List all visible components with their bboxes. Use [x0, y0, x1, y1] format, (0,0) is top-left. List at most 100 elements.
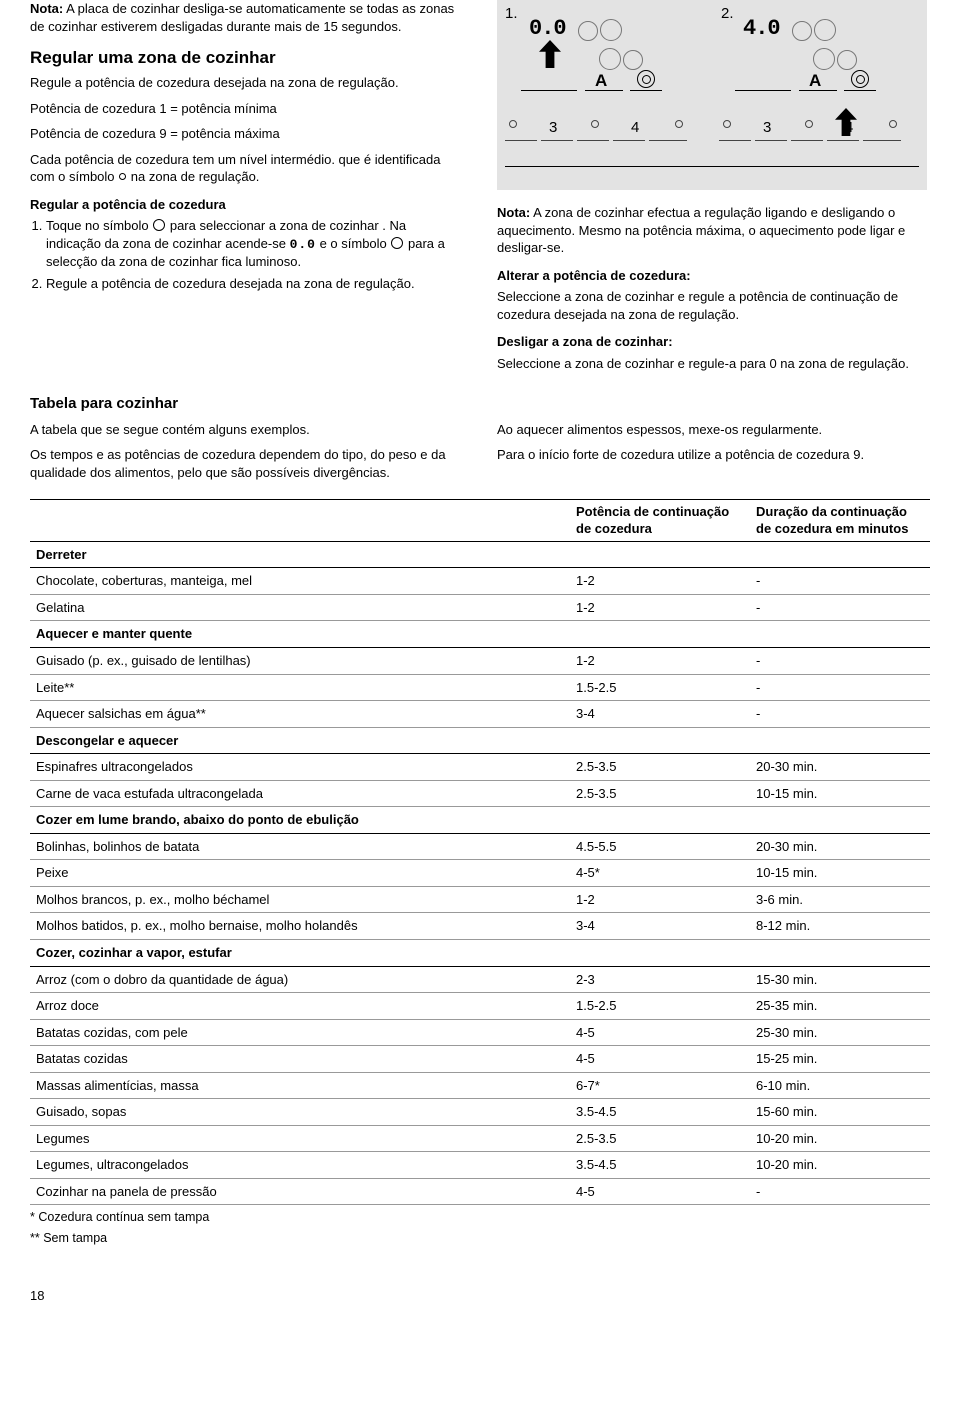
- item-cell: Cozinhar na panela de pressão: [30, 1178, 570, 1205]
- page-number: 18: [30, 1287, 930, 1305]
- power-cell: 3-4: [570, 913, 750, 940]
- duration-cell: 10-15 min.: [750, 780, 930, 807]
- p-regule: Regule a potência de cozedura desejada n…: [30, 74, 463, 92]
- table-row: Molhos batidos, p. ex., molho bernaise, …: [30, 913, 930, 940]
- target-icon: [851, 70, 869, 88]
- h-desligar: Desligar a zona de cozinhar:: [497, 333, 930, 351]
- section-cell: Cozer, cozinhar a vapor, estufar: [30, 939, 930, 966]
- steps-list: Toque no símbolo para seleccionar a zona…: [30, 217, 463, 292]
- power-cell: 2-3: [570, 966, 750, 993]
- power-cell: 1.5-2.5: [570, 674, 750, 701]
- duration-cell: 25-30 min.: [750, 1019, 930, 1046]
- note-text: A placa de cozinhar desliga-se automatic…: [30, 1, 454, 34]
- duration-cell: 3-6 min.: [750, 886, 930, 913]
- item-cell: Espinafres ultracongelados: [30, 754, 570, 781]
- step-2: Regule a potência de cozedura desejada n…: [46, 275, 463, 293]
- table-row: Guisado, sopas3.5-4.515-60 min.: [30, 1099, 930, 1126]
- power-cell: 4.5-5.5: [570, 833, 750, 860]
- power-cell: 4-5: [570, 1019, 750, 1046]
- item-cell: Guisado, sopas: [30, 1099, 570, 1126]
- p-min: Potência de cozedura 1 = potência mínima: [30, 100, 463, 118]
- duration-cell: 10-20 min.: [750, 1152, 930, 1179]
- power-cell: 2.5-3.5: [570, 780, 750, 807]
- item-cell: Leite**: [30, 674, 570, 701]
- table-row: Cozer, cozinhar a vapor, estufar: [30, 939, 930, 966]
- table-row: Cozinhar na panela de pressão4-5-: [30, 1178, 930, 1205]
- power-cell: 3.5-4.5: [570, 1099, 750, 1126]
- power-cell: 1-2: [570, 594, 750, 621]
- table-row: Cozer em lume brando, abaixo do ponto de…: [30, 807, 930, 834]
- duration-cell: 20-30 min.: [750, 833, 930, 860]
- power-cell: 2.5-3.5: [570, 754, 750, 781]
- table-row: Bolinhas, bolinhos de batata4.5-5.520-30…: [30, 833, 930, 860]
- section-cell: Cozer em lume brando, abaixo do ponto de…: [30, 807, 930, 834]
- item-cell: Aquecer salsichas em água**: [30, 701, 570, 728]
- duration-cell: 20-30 min.: [750, 754, 930, 781]
- item-cell: Molhos brancos, p. ex., molho béchamel: [30, 886, 570, 913]
- p-alterar: Seleccione a zona de cozinhar e regule a…: [497, 288, 930, 323]
- table-row: Espinafres ultracongelados2.5-3.520-30 m…: [30, 754, 930, 781]
- ring-icon: [391, 237, 403, 249]
- duration-cell: 25-35 min.: [750, 993, 930, 1020]
- table-row: Gelatina1-2-: [30, 594, 930, 621]
- power-cell: 6-7*: [570, 1072, 750, 1099]
- seg-00: 0.0: [290, 237, 316, 252]
- item-cell: Legumes, ultracongelados: [30, 1152, 570, 1179]
- display-1: 0.0: [529, 14, 566, 44]
- item-cell: Guisado (p. ex., guisado de lentilhas): [30, 647, 570, 674]
- power-cell: 4-5: [570, 1046, 750, 1073]
- power-cell: 4-5*: [570, 860, 750, 887]
- table-row: Carne de vaca estufada ultracongelada2.5…: [30, 780, 930, 807]
- cooking-table: Potência de continuação de cozedura Dura…: [30, 499, 930, 1205]
- table-row: Chocolate, coberturas, manteiga, mel1-2-: [30, 568, 930, 595]
- table-row: Derreter: [30, 541, 930, 568]
- table-row: Aquecer e manter quente: [30, 621, 930, 648]
- power-cell: 1-2: [570, 568, 750, 595]
- duration-cell: -: [750, 1178, 930, 1205]
- arrow-up-icon: [835, 108, 857, 136]
- duration-cell: 15-25 min.: [750, 1046, 930, 1073]
- target-icon: [637, 70, 655, 88]
- item-cell: Chocolate, coberturas, manteiga, mel: [30, 568, 570, 595]
- footnote-1: * Cozedura contínua sem tampa: [30, 1209, 930, 1226]
- item-cell: Arroz doce: [30, 993, 570, 1020]
- item-cell: Bolinhas, bolinhos de batata: [30, 833, 570, 860]
- item-cell: Peixe: [30, 860, 570, 887]
- tabela-l1: A tabela que se segue contém alguns exem…: [30, 421, 463, 439]
- table-row: Batatas cozidas, com pele4-525-30 min.: [30, 1019, 930, 1046]
- th-dur: Duração da continuação de cozedura em mi…: [750, 500, 930, 542]
- duration-cell: -: [750, 594, 930, 621]
- power-cell: 1-2: [570, 647, 750, 674]
- p-desligar: Seleccione a zona de cozinhar e regule-a…: [497, 355, 930, 373]
- h-alterar: Alterar a potência de cozedura:: [497, 267, 930, 285]
- table-row: Batatas cozidas4-515-25 min.: [30, 1046, 930, 1073]
- table-row: Aquecer salsichas em água**3-4-: [30, 701, 930, 728]
- duration-cell: -: [750, 674, 930, 701]
- right-note: Nota: A zona de cozinhar efectua a regul…: [497, 204, 930, 257]
- power-cell: 1-2: [570, 886, 750, 913]
- table-row: Leite**1.5-2.5-: [30, 674, 930, 701]
- duration-cell: 8-12 min.: [750, 913, 930, 940]
- duration-cell: 10-20 min.: [750, 1125, 930, 1152]
- duration-cell: 6-10 min.: [750, 1072, 930, 1099]
- table-row: Guisado (p. ex., guisado de lentilhas)1-…: [30, 647, 930, 674]
- table-row: Massas alimentícias, massa6-7*6-10 min.: [30, 1072, 930, 1099]
- item-cell: Gelatina: [30, 594, 570, 621]
- table-row: Legumes, ultracongelados3.5-4.510-20 min…: [30, 1152, 930, 1179]
- p-max: Potência de cozedura 9 = potência máxima: [30, 125, 463, 143]
- table-row: Peixe4-5*10-15 min.: [30, 860, 930, 887]
- th-pot: Potência de continuação de cozedura: [570, 500, 750, 542]
- step-1: Toque no símbolo para seleccionar a zona…: [46, 217, 463, 271]
- table-row: Arroz (com o dobro da quantidade de água…: [30, 966, 930, 993]
- duration-cell: -: [750, 568, 930, 595]
- slider-row: 3 4 3 4: [497, 118, 927, 150]
- item-cell: Massas alimentícias, massa: [30, 1072, 570, 1099]
- section-cell: Derreter: [30, 541, 930, 568]
- tabela-l2: Os tempos e as potências de cozedura dep…: [30, 446, 463, 481]
- intro-note: Nota: A placa de cozinhar desliga-se aut…: [30, 0, 463, 35]
- item-cell: Batatas cozidas, com pele: [30, 1019, 570, 1046]
- tabela-r1: Ao aquecer alimentos espessos, mexe-os r…: [497, 421, 930, 439]
- power-cell: 1.5-2.5: [570, 993, 750, 1020]
- power-cell: 3-4: [570, 701, 750, 728]
- duration-cell: -: [750, 647, 930, 674]
